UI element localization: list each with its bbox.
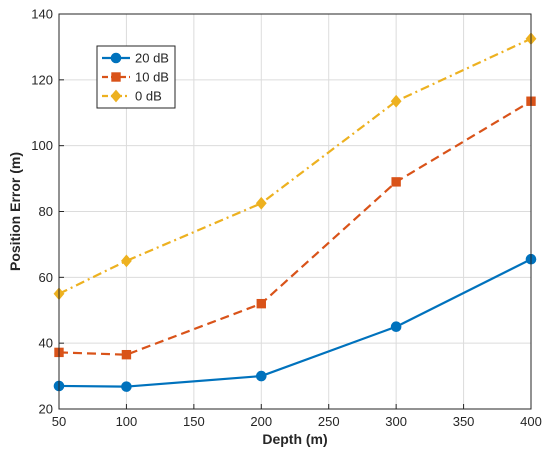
legend-entry: 20 dB <box>102 51 169 66</box>
x-tick-label: 200 <box>250 414 272 429</box>
y-tick-label: 80 <box>39 204 53 219</box>
data-point <box>390 321 402 333</box>
x-tick-label: 400 <box>520 414 542 429</box>
x-tick-label: 350 <box>453 414 475 429</box>
legend: 20 dB 10 dB 0 dB <box>96 45 176 109</box>
x-tick-label: 150 <box>183 414 205 429</box>
legend-marker <box>110 52 122 64</box>
legend-label: 20 dB <box>135 51 169 66</box>
y-tick-label: 100 <box>31 138 53 153</box>
x-tick-label: 100 <box>116 414 138 429</box>
plot-frame <box>58 13 532 410</box>
legend-label: 10 dB <box>135 70 169 85</box>
data-point <box>121 349 132 360</box>
legend-box <box>96 45 176 109</box>
data-point <box>255 370 267 382</box>
legend-label: 0 dB <box>135 89 162 104</box>
y-tick-label: 20 <box>39 402 53 417</box>
series-layer <box>53 32 537 392</box>
y-tick-labels: 20 40 60 80 100 120 140 <box>31 7 53 417</box>
data-point <box>255 196 267 210</box>
legend-entry: 0 dB <box>102 89 162 104</box>
series-line <box>58 37 532 295</box>
x-tick-label: 50 <box>52 414 66 429</box>
y-tick-label: 140 <box>31 7 53 22</box>
legend-marker <box>110 89 122 103</box>
x-tick-label: 250 <box>318 414 340 429</box>
legend-marker <box>111 72 121 82</box>
series-2 <box>53 32 537 301</box>
series-0 <box>53 253 537 392</box>
data-point <box>121 381 132 392</box>
data-point <box>121 254 132 268</box>
y-tick-label: 40 <box>39 336 53 351</box>
data-point <box>391 177 401 187</box>
y-tick-label: 120 <box>31 72 53 87</box>
x-tick-labels: 50 100 150 200 250 300 350 400 <box>52 414 542 429</box>
x-tick-label: 300 <box>385 414 407 429</box>
data-point <box>390 94 402 108</box>
x-axis-label: Depth (m) <box>262 431 327 447</box>
y-axis-label: Position Error (m) <box>7 152 23 271</box>
data-point <box>256 298 266 309</box>
legend-entry: 10 dB <box>102 70 169 85</box>
y-tick-label: 60 <box>39 270 53 285</box>
